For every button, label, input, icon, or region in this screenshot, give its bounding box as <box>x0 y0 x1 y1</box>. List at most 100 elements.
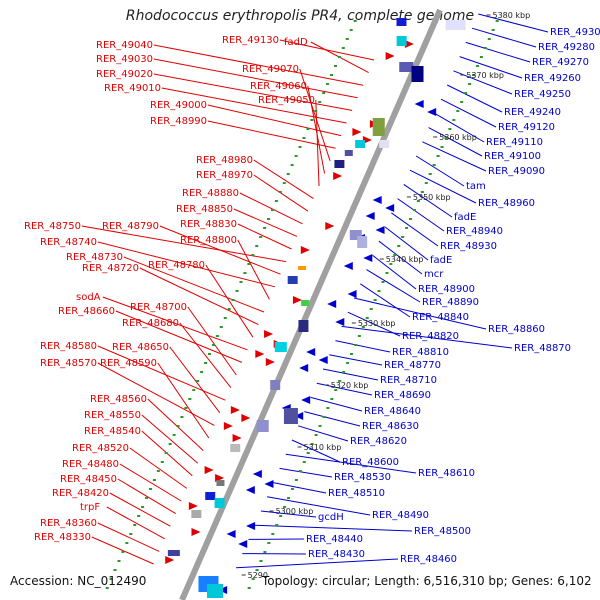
tick-mark <box>479 56 483 58</box>
leader-line <box>205 264 254 338</box>
leader-line <box>102 296 248 351</box>
gene-block <box>344 150 353 156</box>
tick-mark <box>184 407 188 409</box>
forward-gene-arrow <box>241 414 251 422</box>
tick-mark <box>444 137 448 139</box>
tick-mark <box>274 200 278 202</box>
gene-block <box>396 18 407 26</box>
leader-line <box>391 212 439 247</box>
leader-line <box>233 208 298 237</box>
right-gene-label: RER_49250 <box>514 89 571 100</box>
gene-block <box>205 492 216 500</box>
tick-mark <box>263 551 267 553</box>
leader-line <box>440 98 497 128</box>
gene-block <box>355 140 366 148</box>
right-gene-label: RER_48870 <box>514 343 571 354</box>
tick-mark <box>298 470 302 472</box>
tick-mark <box>172 434 176 436</box>
tick-mark <box>365 317 369 319</box>
tick-mark <box>314 434 318 436</box>
gene-block <box>301 300 310 306</box>
leader-line <box>409 169 477 204</box>
tick-mark <box>306 452 310 454</box>
tick-mark <box>267 542 271 544</box>
right-gene-label: RER_49270 <box>532 57 589 68</box>
left-gene-label: RER_48580 <box>40 341 97 352</box>
leader-line <box>153 73 353 111</box>
leader-line <box>159 225 281 275</box>
forward-gene-arrow <box>188 502 198 510</box>
left-gene-label: RER_48360 <box>40 518 97 529</box>
gene-block <box>357 236 368 248</box>
tick-mark <box>294 155 298 157</box>
tick-mark <box>322 416 326 418</box>
leader-line <box>207 120 336 149</box>
left-gene-label: RER_48880 <box>182 188 239 199</box>
gene-block <box>287 276 298 284</box>
right-gene-label: RER_48460 <box>400 554 457 565</box>
gene-block <box>298 266 307 270</box>
tick-mark <box>287 497 291 499</box>
tick-mark <box>428 173 432 175</box>
tick-mark <box>255 245 259 247</box>
tick-mark <box>401 236 405 238</box>
kbp-label: 5340 kbp <box>386 255 424 264</box>
kbp-label: 5350 kbp <box>413 193 451 202</box>
leader-line <box>465 41 531 63</box>
minor-ticks <box>105 20 499 589</box>
right-gene-label: RER_48500 <box>414 526 471 537</box>
left-gene-label: RER_48740 <box>40 237 97 248</box>
kbp-labels: 5380 kbp 5370 kbp 5360 kbp 5350 kbp 5340 kbp… <box>241 11 530 580</box>
right-gene-label: tam <box>466 181 486 192</box>
map-title: Rhodococcus erythropolis PR4, complete g… <box>125 8 475 24</box>
tick-mark <box>381 281 385 283</box>
tick-mark <box>409 218 413 220</box>
tick-mark <box>397 245 401 247</box>
tick-mark <box>491 29 495 31</box>
tick-mark <box>219 326 223 328</box>
reverse-gene-arrow <box>385 204 395 212</box>
leader-line <box>254 524 413 532</box>
right-gene-label: RER_48810 <box>392 347 449 358</box>
tick-mark <box>259 560 263 562</box>
tick-mark <box>326 83 330 85</box>
reverse-gene-arrow <box>246 522 256 530</box>
right-gene-label: RER_48620 <box>350 436 407 447</box>
leader-line <box>372 255 417 290</box>
left-gene-label: RER_49000 <box>150 100 207 111</box>
forward-gene-arrow <box>385 52 395 60</box>
tick-mark <box>487 38 491 40</box>
reverse-gene-arrow <box>343 262 353 270</box>
right-gene-label: RER_48440 <box>306 534 363 545</box>
reverse-gene-arrow <box>335 318 345 326</box>
gene-block <box>270 380 281 390</box>
leader-line <box>366 269 421 303</box>
right-gene-label: RER_48960 <box>478 198 535 209</box>
leader-line <box>291 439 341 463</box>
tick-mark <box>298 146 302 148</box>
gene-features <box>165 18 466 598</box>
leader-line <box>97 241 276 288</box>
reverse-gene-arrow <box>306 348 316 356</box>
leader-line <box>403 183 453 218</box>
tick-mark <box>353 20 357 22</box>
forward-gene-arrow <box>333 172 343 180</box>
tick-mark <box>247 587 251 589</box>
leader-line <box>106 506 165 540</box>
reverse-gene-arrow <box>372 196 382 204</box>
left-gene-label: RER_49010 <box>104 83 161 94</box>
tick-mark <box>412 209 416 211</box>
tick-mark <box>196 380 200 382</box>
tick-mark <box>168 443 172 445</box>
left-gene-label: RER_49060 <box>250 81 307 92</box>
leader-line <box>347 311 401 337</box>
tick-mark <box>337 56 341 58</box>
reverse-gene-arrow <box>427 108 437 116</box>
left-gene-label: RER_48570 <box>40 358 97 369</box>
left-gene-label: RER_48790 <box>102 221 159 232</box>
tick-mark <box>192 389 196 391</box>
gene-block <box>216 480 225 486</box>
forward-gene-arrow <box>191 528 201 536</box>
left-gene-label: RER_49070 <box>242 64 299 75</box>
tick-mark <box>475 65 479 67</box>
